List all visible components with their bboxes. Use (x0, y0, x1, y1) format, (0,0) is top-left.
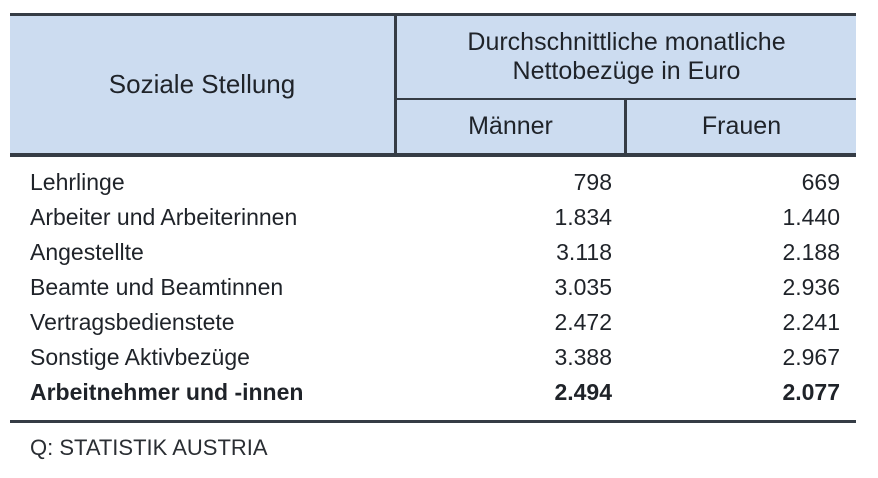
table-row-arbeiter: Arbeiter und Arbeiterinnen 1.834 1.440 (10, 200, 856, 235)
table-row-sonstige-aktivbezuege: Sonstige Aktivbezüge 3.388 2.967 (10, 340, 856, 375)
value-maenner: 3.035 (554, 274, 612, 300)
col-group-header-line1: Durchschnittliche monatliche (467, 28, 786, 56)
value-maenner: 798 (573, 169, 612, 195)
row-label: Arbeiter und Arbeiterinnen (30, 204, 298, 230)
value-frauen: 1.440 (782, 204, 840, 230)
col-group-header-line2: Nettobezüge in Euro (512, 57, 741, 85)
col-header-frauen: Frauen (701, 112, 782, 140)
row-label: Lehrlinge (30, 169, 125, 195)
col-header-soziale-stellung: Soziale Stellung (10, 16, 397, 153)
row-label: Vertragsbedienstete (30, 309, 235, 335)
table-body: Lehrlinge 798 669 Arbeiter und Arbeiteri… (10, 157, 856, 423)
row-label: Sonstige Aktivbezüge (30, 344, 250, 370)
col-header-maenner: Männer (397, 100, 627, 153)
value-frauen: 2.188 (782, 239, 840, 265)
col-group-header-nettobezuege: Durchschnittliche monatliche Nettobezüge… (397, 16, 856, 100)
value-frauen: 2.936 (782, 274, 840, 300)
value-frauen: 669 (801, 169, 840, 195)
value-maenner: 2.494 (554, 379, 612, 405)
table-row-vertragsbedienstete: Vertragsbedienstete 2.472 2.241 (10, 305, 856, 340)
value-maenner: 2.472 (554, 309, 612, 335)
value-frauen: 2.967 (782, 344, 840, 370)
row-label: Arbeitnehmer und -innen (30, 379, 304, 405)
data-table: Soziale Stellung Durchschnittliche monat… (10, 13, 856, 461)
col-header-soziale-stellung-label: Soziale Stellung (108, 69, 296, 99)
value-columns-header: Durchschnittliche monatliche Nettobezüge… (397, 16, 856, 153)
sub-header-row: Männer Frauen (397, 100, 856, 153)
table-row-beamte: Beamte und Beamtinnen 3.035 2.936 (10, 270, 856, 305)
table-row-lehrlinge: Lehrlinge 798 669 (10, 165, 856, 200)
source-note: Q: STATISTIK AUSTRIA (30, 435, 268, 460)
value-maenner: 3.118 (556, 239, 612, 265)
row-label: Beamte und Beamtinnen (30, 274, 284, 300)
table-header: Soziale Stellung Durchschnittliche monat… (10, 13, 856, 157)
table-row-angestellte: Angestellte 3.118 2.188 (10, 235, 856, 270)
value-maenner: 3.388 (554, 344, 612, 370)
value-frauen: 2.077 (782, 379, 840, 405)
value-maenner: 1.834 (554, 204, 612, 230)
table-row-arbeitnehmer-total: Arbeitnehmer und -innen 2.494 2.077 (10, 375, 856, 410)
value-frauen: 2.241 (782, 309, 840, 335)
row-label: Angestellte (30, 239, 144, 265)
